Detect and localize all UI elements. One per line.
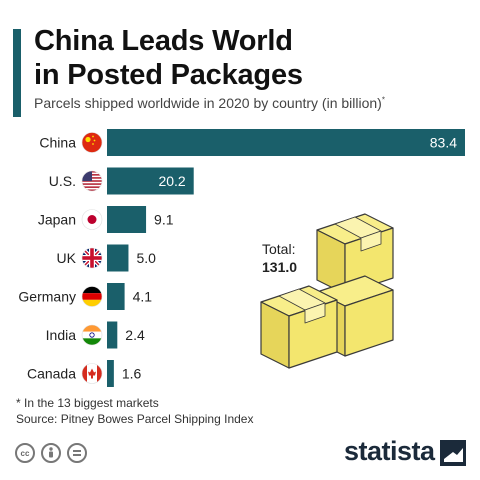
category-label: China (39, 135, 76, 151)
subtitle-text: Parcels shipped worldwide in 2020 by cou… (34, 95, 382, 111)
bar-chart: China 83.4 U.S. 20.2 Japan 9.1 UK 5.0 Germany 4.1… (18, 129, 465, 387)
bar-uk (107, 244, 129, 272)
statista-logo-icon[interactable] (440, 440, 466, 466)
category-label: Germany (18, 289, 76, 305)
title-line-2: in Posted Packages (34, 59, 303, 91)
chart-subtitle: Parcels shipped worldwide in 2020 by cou… (34, 95, 474, 111)
total-label: Total: (262, 241, 296, 257)
creative-commons-icon[interactable]: cc (15, 443, 35, 463)
category-label: Japan (38, 212, 76, 228)
germany-flag-icon (81, 286, 103, 307)
statista-logo-text[interactable]: statista (344, 436, 435, 466)
page-title: China Leads World in Posted Packages (34, 24, 464, 92)
bar-value-label: 83.4 (430, 135, 457, 151)
bar-value-label: 9.1 (154, 212, 174, 228)
us-flag-icon (81, 170, 103, 192)
category-label: Canada (27, 366, 76, 382)
attribution-icon[interactable] (41, 443, 61, 463)
bar-germany (107, 283, 125, 310)
bar-value-label: 5.0 (136, 250, 156, 266)
category-label: UK (57, 250, 77, 266)
bar-value-label: 4.1 (133, 289, 153, 305)
total-callout: Total: 131.0 (262, 240, 297, 276)
canada-flag-icon (81, 363, 103, 384)
uk-flag-icon (81, 247, 103, 269)
footnote: * In the 13 biggest markets (16, 396, 159, 410)
license-icons: cc (15, 443, 87, 463)
subtitle-footnote-mark: * (381, 95, 385, 105)
source-line: Source: Pitney Bowes Parcel Shipping Ind… (16, 412, 254, 426)
bar-us (107, 167, 194, 195)
category-label: U.S. (49, 173, 76, 189)
no-derivatives-icon[interactable] (67, 443, 87, 463)
bar-canada (107, 360, 114, 387)
bar-china (107, 129, 465, 156)
title-accent-bar (13, 29, 21, 117)
bar-value-label: 20.2 (158, 173, 185, 189)
japan-flag-icon (81, 209, 103, 230)
title-line-1: China Leads World (34, 25, 293, 57)
india-flag-icon (81, 324, 103, 346)
parcel-boxes-illustration (260, 213, 394, 369)
bar-japan (107, 206, 147, 233)
total-value: 131.0 (262, 259, 298, 275)
bar-value-label: 2.4 (125, 327, 145, 343)
bar-india (107, 321, 118, 349)
category-label: India (46, 327, 77, 343)
bar-value-label: 1.6 (122, 366, 142, 382)
china-flag-icon (81, 132, 103, 153)
